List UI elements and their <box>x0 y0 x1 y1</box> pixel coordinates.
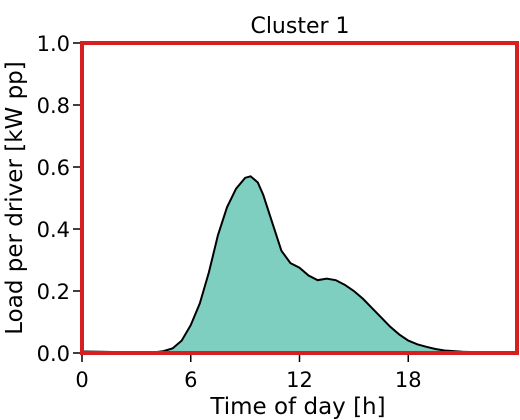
load-area <box>82 176 517 353</box>
x-tick-label: 6 <box>184 368 197 392</box>
plot-area <box>81 175 518 354</box>
x-axis-label: Time of day [h] <box>209 394 385 420</box>
y-tick-label: 1.0 <box>37 32 70 56</box>
x-tick-label: 12 <box>286 368 313 392</box>
axis-ticks: 0 6 12 18 0.0 0.2 0.4 0.6 0.8 1.0 <box>37 32 422 392</box>
y-tick-label: 0.6 <box>37 156 70 180</box>
y-axis-label: Load per driver [kW pp] <box>2 61 28 335</box>
y-tick-label: 0.8 <box>37 94 70 118</box>
y-tick-label: 0.4 <box>37 218 70 242</box>
plot-frame <box>80 41 519 355</box>
y-tick-label: 0.2 <box>37 280 70 304</box>
x-tick-label: 0 <box>75 368 88 392</box>
load-line <box>81 175 518 354</box>
x-tick-label: 18 <box>395 368 422 392</box>
chart-title: Cluster 1 <box>250 14 349 39</box>
y-tick-label: 0.0 <box>37 342 70 366</box>
